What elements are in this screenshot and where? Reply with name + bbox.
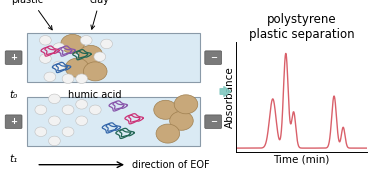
Bar [27,33,200,82]
Circle shape [76,100,88,109]
Circle shape [94,52,106,61]
Text: −: − [210,53,217,62]
FancyBboxPatch shape [5,51,22,64]
Circle shape [35,105,47,115]
Text: +: + [10,53,17,62]
Text: clay: clay [90,0,110,29]
Circle shape [39,36,51,45]
FancyArrowPatch shape [220,87,231,96]
Circle shape [76,74,88,83]
Circle shape [76,116,88,126]
Title: polystyrene
plastic separation: polystyrene plastic separation [249,13,354,41]
Circle shape [48,94,60,104]
Circle shape [53,61,65,71]
Circle shape [62,74,74,83]
X-axis label: Time (min): Time (min) [273,155,330,165]
FancyBboxPatch shape [205,51,222,64]
Circle shape [84,62,107,81]
Text: t₁: t₁ [9,154,18,164]
Text: polystyrene
plastic: polystyrene plastic [0,0,56,30]
Text: −: − [210,117,217,126]
Y-axis label: Absorbance: Absorbance [225,66,235,128]
Circle shape [156,124,180,143]
Bar [27,97,200,146]
Text: +: + [10,117,17,126]
Text: humic acid: humic acid [68,90,122,100]
FancyBboxPatch shape [5,115,22,128]
Circle shape [62,105,74,115]
Text: direction of EOF: direction of EOF [132,160,209,170]
Circle shape [61,34,84,53]
FancyBboxPatch shape [205,115,222,128]
Circle shape [44,72,56,82]
Circle shape [62,127,74,137]
Circle shape [39,54,51,63]
Circle shape [65,58,89,77]
Circle shape [53,43,65,52]
Circle shape [48,136,60,146]
Circle shape [170,111,193,130]
Circle shape [89,105,101,115]
Circle shape [35,127,47,137]
Circle shape [101,39,113,49]
Circle shape [154,100,177,119]
Text: t₀: t₀ [9,90,18,100]
Circle shape [80,36,92,45]
Circle shape [174,95,198,114]
Circle shape [79,45,102,64]
Circle shape [48,116,60,126]
